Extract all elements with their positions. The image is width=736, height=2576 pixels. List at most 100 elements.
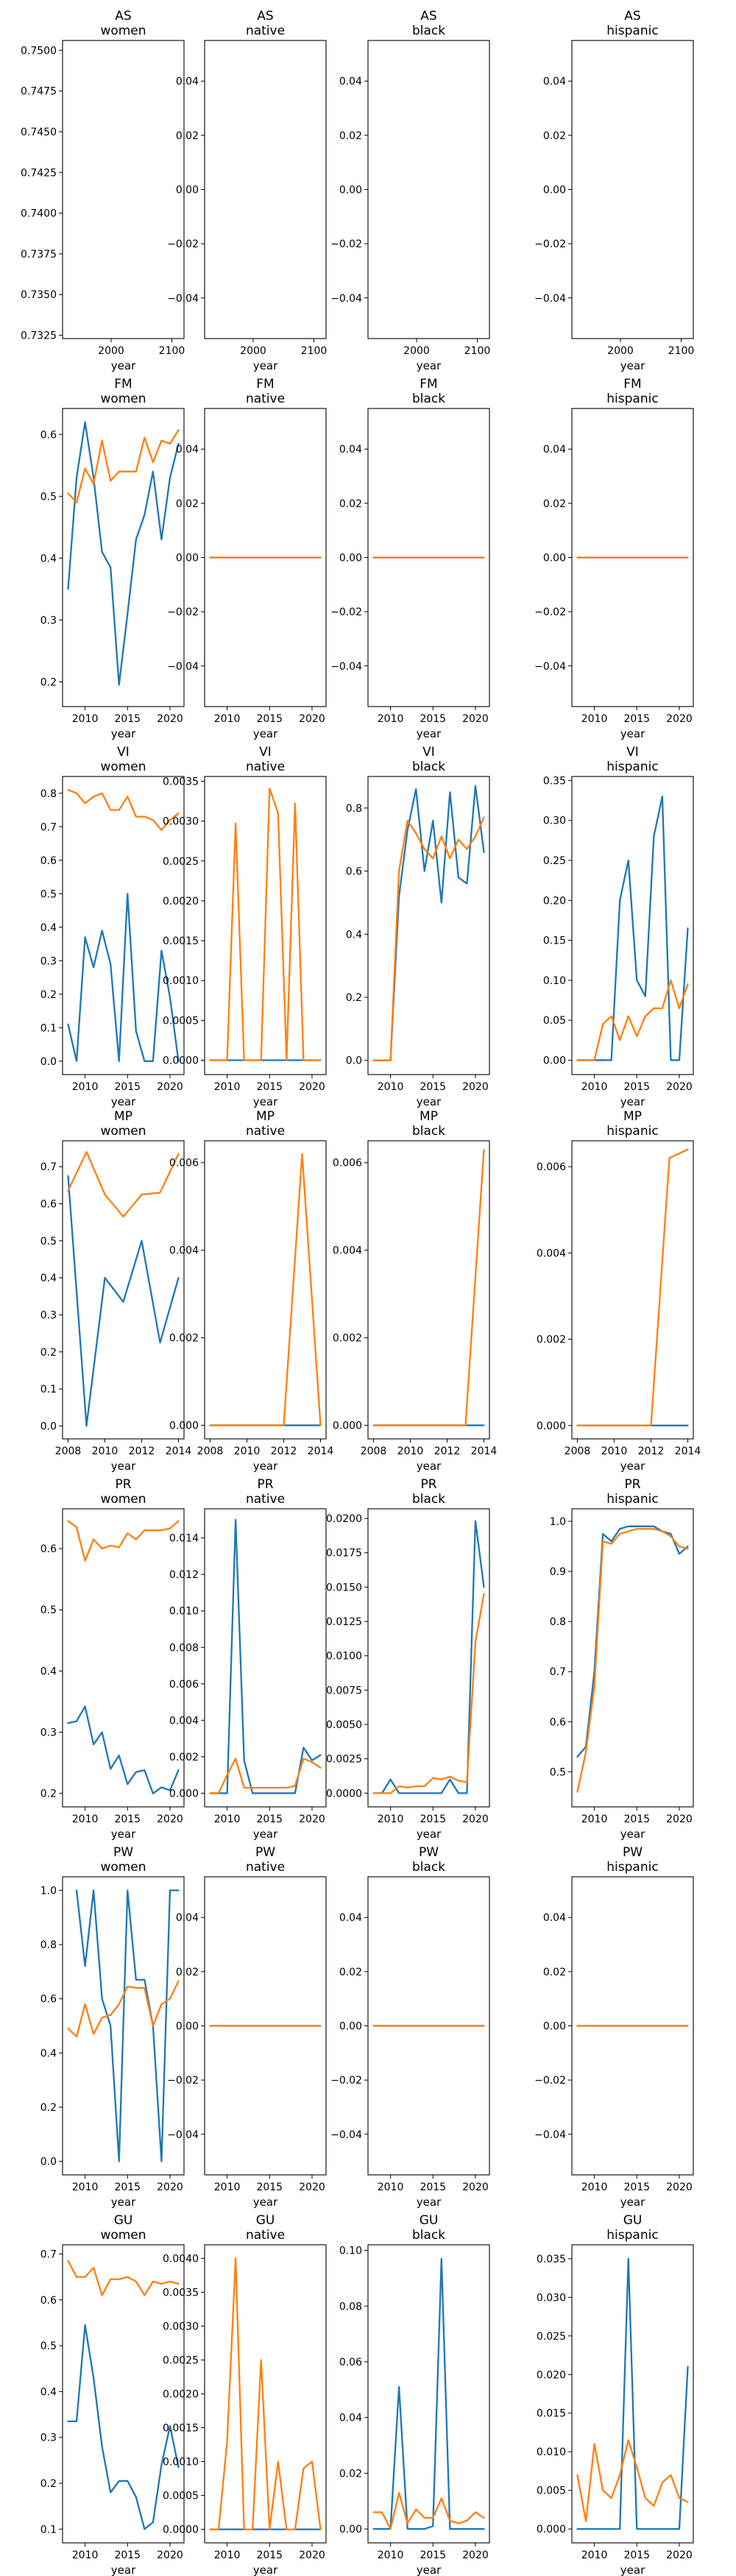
chart-0-ytick-label: 0.7425 [21, 167, 57, 179]
chart-11-ytick-label: 0.25 [543, 855, 566, 867]
chart-3-ytick-label: −0.04 [534, 293, 566, 305]
chart-26-xlabel: year [417, 2563, 442, 2576]
chart-12-title-line-1: women [100, 1124, 146, 1139]
chart-10-series-blue-line [372, 785, 485, 1061]
chart-9-ytick-label: 0.0005 [163, 1015, 199, 1027]
chart-11-ytick-label: 0.30 [543, 815, 566, 827]
chart-27-ytick-label: 0.020 [537, 2369, 566, 2381]
chart-20-ytick-label: 1.0 [40, 1885, 57, 1897]
chart-9-ytick-label: 0.0000 [163, 1055, 199, 1067]
chart-8-ytick-label: 0.6 [40, 855, 57, 867]
chart-4-title-line-1: women [100, 392, 146, 406]
chart-5-ytick-label: −0.02 [167, 606, 199, 618]
chart-8-ytick-label: 0.4 [40, 922, 57, 934]
chart-21-ytick-label: 0.02 [176, 1967, 199, 1978]
chart-27-ytick-label: 0.030 [537, 2292, 566, 2304]
chart-6-ytick-label: −0.02 [330, 606, 362, 618]
chart-19-xtick-label: 2020 [666, 1814, 693, 1825]
chart-12-ytick-label: 0.7 [40, 1161, 57, 1173]
chart-14-ytick-label: 0.004 [333, 1245, 362, 1257]
chart-7-title-line-1: hispanic [606, 392, 658, 406]
chart-1-ytick-label: 0.02 [176, 130, 199, 142]
chart-26-title-line-0: GU [420, 2213, 439, 2228]
chart-10-ytick-label: 0.0 [346, 1055, 362, 1067]
chart-8-ytick-label: 0.5 [40, 888, 57, 900]
chart-8-series-blue-line [67, 893, 180, 1062]
chart-9-title-line-0: VI [259, 745, 272, 760]
chart-4-title-line-0: FM [114, 377, 132, 392]
chart-17-ytick-label: 0.000 [169, 1788, 199, 1800]
chart-1-xlabel: year [253, 359, 278, 372]
chart-18-title-line-1: black [412, 1492, 445, 1507]
chart-14-xtick-label: 2008 [361, 1446, 387, 1457]
chart-11-ytick-label: 0.20 [543, 895, 566, 907]
chart-18-ytick-label: 0.0125 [326, 1616, 362, 1628]
chart-7-xlabel: year [620, 727, 645, 740]
chart-20-ytick-label: 0.8 [40, 1939, 57, 1951]
chart-1-ytick-label: −0.04 [167, 293, 199, 305]
chart-8-ytick-label: 0.7 [40, 821, 57, 833]
chart-13-series-orange-line [209, 1153, 322, 1426]
chart-25-xtick-label: 2020 [299, 2550, 325, 2561]
chart-10-xtick-label: 2015 [420, 1081, 446, 1093]
chart-9-series-orange-line [209, 788, 322, 1061]
chart-24-xlabel: year [111, 2563, 136, 2576]
chart-20-xtick-label: 2015 [114, 2182, 141, 2193]
chart-18-ytick-label: 0.0000 [326, 1788, 362, 1800]
chart-13-ytick-label: 0.002 [169, 1333, 199, 1345]
chart-0-ytick-label: 0.7350 [21, 289, 57, 301]
chart-18-xlabel: year [417, 1827, 442, 1841]
chart-8-xtick-label: 2010 [72, 1081, 99, 1093]
chart-12-ytick-label: 0.5 [40, 1236, 57, 1248]
chart-3-xlabel: year [620, 359, 645, 372]
chart-7-xtick-label: 2015 [623, 713, 650, 725]
chart-19-title-line-1: hispanic [606, 1492, 658, 1507]
chart-21-title-line-1: native [246, 1860, 285, 1875]
chart-24-ytick-label: 0.3 [40, 2432, 57, 2444]
chart-6-title-line-1: black [412, 392, 445, 406]
chart-18-xtick-label: 2020 [462, 1814, 489, 1825]
chart-13-xlabel: year [253, 1459, 278, 1473]
chart-7-xtick-label: 2020 [666, 713, 693, 725]
chart-8-xtick-label: 2015 [114, 1081, 141, 1093]
chart-3-ytick-label: 0.02 [543, 130, 566, 142]
chart-17-xtick-label: 2010 [214, 1814, 241, 1825]
chart-27-xtick-label: 2010 [581, 2550, 608, 2561]
chart-8-ytick-label: 0.1 [40, 1022, 57, 1034]
chart-11-axes-frame [571, 776, 694, 1075]
chart-10-xtick-label: 2010 [378, 1081, 404, 1093]
chart-19-ytick-label: 0.8 [550, 1616, 566, 1628]
chart-4-series-blue-line [67, 421, 180, 686]
chart-26-ytick-label: 0.08 [339, 2301, 362, 2313]
chart-11-title-line-0: VI [626, 745, 639, 760]
chart-5-xlabel: year [253, 727, 278, 740]
chart-10-ytick-label: 0.6 [346, 866, 362, 878]
chart-16-xtick-label: 2010 [72, 1814, 99, 1825]
chart-12-series-blue-line [67, 1175, 180, 1427]
chart-4-series-orange-line [67, 429, 180, 503]
chart-13-ytick-label: 0.000 [169, 1420, 199, 1432]
chart-20-ytick-label: 0.4 [40, 2048, 57, 2059]
chart-24-ytick-label: 0.2 [40, 2478, 57, 2490]
chart-21-xlabel: year [253, 2195, 278, 2209]
chart-22-ytick-label: −0.02 [330, 2075, 362, 2087]
chart-5-ytick-label: −0.04 [167, 661, 199, 673]
chart-27-xtick-label: 2020 [666, 2550, 693, 2561]
chart-4-xtick-label: 2020 [157, 713, 183, 725]
chart-18-series-blue-line [372, 1520, 485, 1794]
chart-12-xtick-label: 2012 [129, 1446, 155, 1457]
chart-21-xtick-label: 2015 [256, 2182, 283, 2193]
chart-4-xtick-label: 2015 [114, 713, 141, 725]
chart-24-ytick-label: 0.1 [40, 2524, 57, 2536]
chart-6-ytick-label: −0.04 [330, 661, 362, 673]
chart-15-xtick-label: 2008 [565, 1446, 591, 1457]
